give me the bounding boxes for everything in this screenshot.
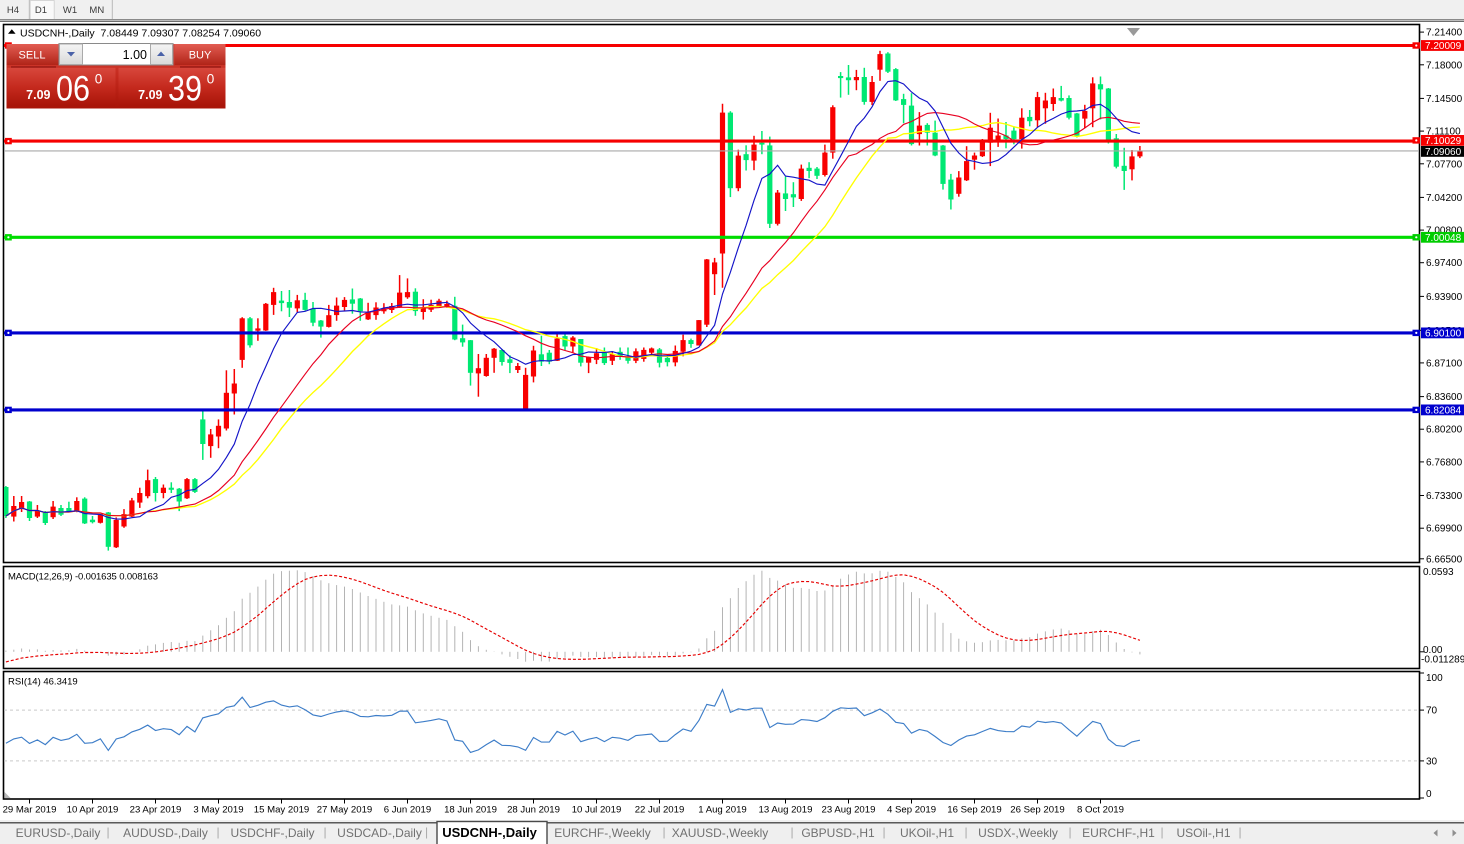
svg-text:-0.011289: -0.011289	[1421, 655, 1464, 666]
svg-text:SELL: SELL	[19, 50, 46, 62]
svg-text:29 Mar 2019: 29 Mar 2019	[3, 805, 57, 816]
svg-text:0: 0	[1426, 789, 1432, 800]
svg-text:6.87100: 6.87100	[1426, 358, 1463, 369]
svg-text:7.11100: 7.11100	[1426, 127, 1461, 138]
svg-text:7.14500: 7.14500	[1426, 94, 1463, 105]
svg-text:0: 0	[95, 72, 103, 87]
svg-text:|: |	[964, 825, 967, 839]
svg-text:06: 06	[56, 69, 90, 108]
svg-text:|: |	[425, 825, 428, 839]
svg-text:|: |	[1160, 825, 1163, 839]
svg-text:6 Jun 2019: 6 Jun 2019	[384, 805, 431, 816]
svg-text:6.97400: 6.97400	[1426, 258, 1463, 269]
svg-text:7.21400: 7.21400	[1426, 28, 1463, 39]
svg-text:EURCHF-,Weekly: EURCHF-,Weekly	[554, 826, 650, 840]
svg-text:1.00: 1.00	[123, 48, 147, 62]
svg-text:USDX-,Weekly: USDX-,Weekly	[978, 826, 1058, 840]
svg-text:7.04200: 7.04200	[1426, 193, 1463, 204]
svg-text:7.07700: 7.07700	[1426, 159, 1463, 170]
svg-text:8 Oct 2019: 8 Oct 2019	[1077, 805, 1124, 816]
svg-text:0.00: 0.00	[1423, 645, 1443, 656]
svg-text:4 Sep 2019: 4 Sep 2019	[887, 805, 936, 816]
svg-text:7.09: 7.09	[138, 88, 162, 102]
svg-text:AUDUSD-,Daily: AUDUSD-,Daily	[123, 826, 208, 840]
svg-text:7.20009: 7.20009	[1425, 41, 1462, 52]
svg-text:26 Sep 2019: 26 Sep 2019	[1010, 805, 1064, 816]
svg-text:3 May 2019: 3 May 2019	[193, 805, 243, 816]
svg-text:|: |	[106, 825, 109, 839]
svg-text:23 Aug 2019: 23 Aug 2019	[822, 805, 876, 816]
svg-text:30: 30	[1426, 756, 1438, 767]
svg-text:6.80200: 6.80200	[1426, 425, 1463, 436]
svg-text:|: |	[323, 825, 326, 839]
svg-text:7.00800: 7.00800	[1426, 226, 1463, 237]
svg-text:MN: MN	[89, 5, 104, 16]
svg-text:7.00048: 7.00048	[1425, 233, 1462, 244]
svg-text:RSI(14) 46.3419: RSI(14) 46.3419	[8, 677, 78, 688]
svg-text:27 May 2019: 27 May 2019	[317, 805, 372, 816]
svg-text:|: |	[882, 825, 885, 839]
svg-text:XAUUSD-,Weekly: XAUUSD-,Weekly	[672, 826, 768, 840]
svg-text:7.18000: 7.18000	[1426, 60, 1463, 71]
svg-text:22 Jul 2019: 22 Jul 2019	[635, 805, 685, 816]
svg-text:10 Jul 2019: 10 Jul 2019	[572, 805, 622, 816]
svg-text:|: |	[790, 825, 793, 839]
svg-text:70: 70	[1426, 706, 1438, 717]
svg-text:USDCAD-,Daily: USDCAD-,Daily	[337, 826, 422, 840]
svg-text:7.10029: 7.10029	[1425, 136, 1462, 147]
svg-text:EURUSD-,Daily: EURUSD-,Daily	[16, 826, 101, 840]
svg-text:BUY: BUY	[189, 50, 212, 62]
svg-text:1 Aug 2019: 1 Aug 2019	[698, 805, 747, 816]
svg-text:D1: D1	[35, 5, 47, 16]
svg-text:23 Apr 2019: 23 Apr 2019	[130, 805, 182, 816]
svg-text:15 May 2019: 15 May 2019	[254, 805, 309, 816]
svg-text:6.66500: 6.66500	[1426, 554, 1463, 565]
svg-text:MACD(12,26,9) -0.001635 0.0081: MACD(12,26,9) -0.001635 0.008163	[8, 572, 158, 583]
svg-text:6.73300: 6.73300	[1426, 491, 1463, 502]
svg-text:6.69900: 6.69900	[1426, 524, 1463, 535]
svg-text:7.09: 7.09	[26, 88, 50, 102]
svg-text:6.93900: 6.93900	[1426, 292, 1463, 303]
svg-text:28 Jun 2019: 28 Jun 2019	[507, 805, 560, 816]
svg-text:|: |	[216, 825, 219, 839]
svg-text:UKOil-,H1: UKOil-,H1	[900, 826, 954, 840]
svg-text:W1: W1	[63, 5, 77, 16]
svg-text:6.90100: 6.90100	[1425, 329, 1462, 340]
svg-text:6.83600: 6.83600	[1426, 392, 1463, 403]
svg-text:10 Apr 2019: 10 Apr 2019	[67, 805, 119, 816]
svg-text:13 Aug 2019: 13 Aug 2019	[759, 805, 813, 816]
svg-text:100: 100	[1426, 673, 1443, 684]
svg-text:GBPUSD-,H1: GBPUSD-,H1	[801, 826, 875, 840]
svg-text:6.82084: 6.82084	[1425, 406, 1462, 417]
svg-text:USDCNH-,Daily 7.08449 7.09307: USDCNH-,Daily 7.08449 7.09307 7.08254 7.…	[20, 27, 261, 39]
svg-text:39: 39	[168, 69, 202, 108]
svg-text:USDCNH-,Daily: USDCNH-,Daily	[442, 825, 537, 840]
svg-text:USOil-,H1: USOil-,H1	[1176, 826, 1230, 840]
svg-text:|: |	[1238, 825, 1241, 839]
svg-text:16 Sep 2019: 16 Sep 2019	[947, 805, 1001, 816]
svg-text:|: |	[662, 825, 665, 839]
svg-text:7.09060: 7.09060	[1425, 147, 1462, 158]
svg-text:H4: H4	[7, 5, 19, 16]
svg-text:6.76800: 6.76800	[1426, 457, 1463, 468]
svg-text:0: 0	[207, 72, 215, 87]
svg-text:|: |	[1068, 825, 1071, 839]
svg-text:0.0593: 0.0593	[1423, 567, 1454, 578]
svg-text:USDCHF-,Daily: USDCHF-,Daily	[231, 826, 315, 840]
svg-text:EURCHF-,H1: EURCHF-,H1	[1082, 826, 1155, 840]
svg-text:18 Jun 2019: 18 Jun 2019	[444, 805, 497, 816]
